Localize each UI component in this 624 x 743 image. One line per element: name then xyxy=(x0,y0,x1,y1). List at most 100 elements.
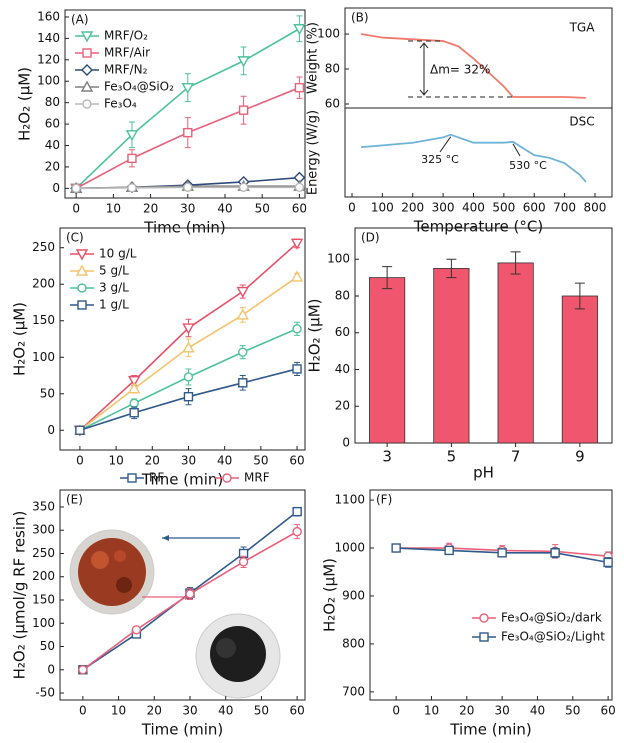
x-tick-label: 0 xyxy=(72,202,80,216)
marker xyxy=(183,127,193,138)
x-axis-label: Time (min) xyxy=(141,721,223,739)
y-axis-label: Energy (W/g) xyxy=(306,110,321,195)
bar xyxy=(433,268,470,444)
marker xyxy=(236,286,249,298)
x-tick-label: 20 xyxy=(145,454,160,468)
y-tick-label: 100 xyxy=(32,350,55,364)
y-tick-label: 150 xyxy=(32,593,55,607)
y-tick-label: 20 xyxy=(335,399,350,413)
y-tick-label: 100 xyxy=(327,252,350,266)
y-axis-label: H₂O₂ (μM) xyxy=(16,67,34,141)
marker xyxy=(236,308,249,320)
marker xyxy=(238,105,249,115)
marker xyxy=(82,99,92,109)
y-tick-label: 0 xyxy=(47,662,55,676)
x-tick-label: 20 xyxy=(143,202,158,216)
y-tick-label: 0 xyxy=(47,423,55,437)
marker xyxy=(82,48,92,58)
series-line xyxy=(361,133,587,183)
photo-mrf xyxy=(195,613,281,699)
legend-label: MRF/O₂ xyxy=(104,29,148,43)
plot-frame xyxy=(64,9,306,199)
error-bar xyxy=(574,282,585,310)
x-tick-label: 0 xyxy=(392,704,400,718)
x-axis-label: Temperature (°C) xyxy=(413,218,543,236)
x-tick-label: 40 xyxy=(217,202,232,216)
panel-label: (E) xyxy=(66,493,83,507)
y-tick-label: 100 xyxy=(37,74,60,88)
y-axis-label: H₂O₂ (μM) xyxy=(321,558,339,632)
x-tick-label: 40 xyxy=(530,704,545,718)
error-bar xyxy=(446,258,457,279)
x-tick-label: 20 xyxy=(147,704,162,718)
y-tick-label: 140 xyxy=(37,31,60,45)
x-tick-label: 400 xyxy=(462,201,485,215)
marker xyxy=(497,548,507,558)
marker xyxy=(222,473,232,483)
x-tick-label: 60 xyxy=(600,704,615,718)
marker xyxy=(77,283,87,293)
marker xyxy=(131,625,142,635)
y-tick-label: 20 xyxy=(45,159,60,173)
x-tick-label: 0 xyxy=(76,454,84,468)
x-tick-label: 800 xyxy=(584,201,607,215)
marker xyxy=(293,24,306,36)
legend-label: 1 g/L xyxy=(99,298,129,312)
y-tick-label: 350 xyxy=(32,499,55,513)
x-tick-label: 3 xyxy=(382,448,392,466)
legend-label: Fe₃O₄@SiO₂/Light xyxy=(501,630,605,644)
x-tick-label: 10 xyxy=(108,454,123,468)
y-tick-label: 60 xyxy=(325,96,340,110)
y-tick-label: 60 xyxy=(45,117,60,131)
marker xyxy=(77,300,87,310)
arrow xyxy=(439,136,452,153)
y-tick-label: 160 xyxy=(37,9,60,23)
marker xyxy=(603,557,613,568)
y-axis-label: H₂O₂ (μM) xyxy=(11,302,29,376)
x-tick-label: 100 xyxy=(371,201,394,215)
x-tick-label: 60 xyxy=(292,202,307,216)
x-tick-label: 30 xyxy=(180,202,195,216)
marker xyxy=(80,31,94,43)
photo-rf xyxy=(69,529,155,615)
marker xyxy=(183,182,193,192)
y-tick-label: 60 xyxy=(335,325,350,339)
legend-label: Fe₃O₄@SiO₂/dark xyxy=(501,611,602,625)
marker xyxy=(127,153,137,164)
marker xyxy=(183,391,194,402)
y-tick-label: 120 xyxy=(37,52,60,66)
y-tick-label: 150 xyxy=(32,313,55,327)
marker xyxy=(71,183,81,194)
plot-frame xyxy=(59,227,306,451)
marker xyxy=(182,341,195,353)
y-tick-label: 80 xyxy=(325,62,340,76)
y-tick-label: 200 xyxy=(32,277,55,291)
y-tick-label: 900 xyxy=(342,588,365,602)
x-tick-label: 20 xyxy=(459,704,474,718)
x-axis-label: pH xyxy=(473,464,494,482)
x-tick-label: 30 xyxy=(494,704,509,718)
marker xyxy=(238,182,249,192)
x-tick-label: 600 xyxy=(523,201,546,215)
y-tick-label: 800 xyxy=(342,636,365,650)
marker xyxy=(129,398,139,408)
marker xyxy=(479,632,489,642)
annotation: Δm= 32% xyxy=(430,63,490,77)
legend-label: Fe₃O₄@SiO₂ xyxy=(104,80,174,94)
marker xyxy=(80,80,94,92)
x-tick-label: 7 xyxy=(511,448,521,466)
marker xyxy=(127,473,137,483)
y-tick-label: 100 xyxy=(32,616,55,630)
legend-label: MRF/N₂ xyxy=(104,63,148,77)
plot-frame xyxy=(354,227,613,444)
panel-label: (C) xyxy=(66,231,84,245)
x-tick-label: 10 xyxy=(424,704,439,718)
marker xyxy=(238,347,248,357)
panel-label: (A) xyxy=(71,13,89,27)
legend-label: MRF xyxy=(244,471,270,485)
x-tick-label: 5 xyxy=(447,448,457,466)
marker xyxy=(75,264,89,276)
marker xyxy=(290,270,304,282)
